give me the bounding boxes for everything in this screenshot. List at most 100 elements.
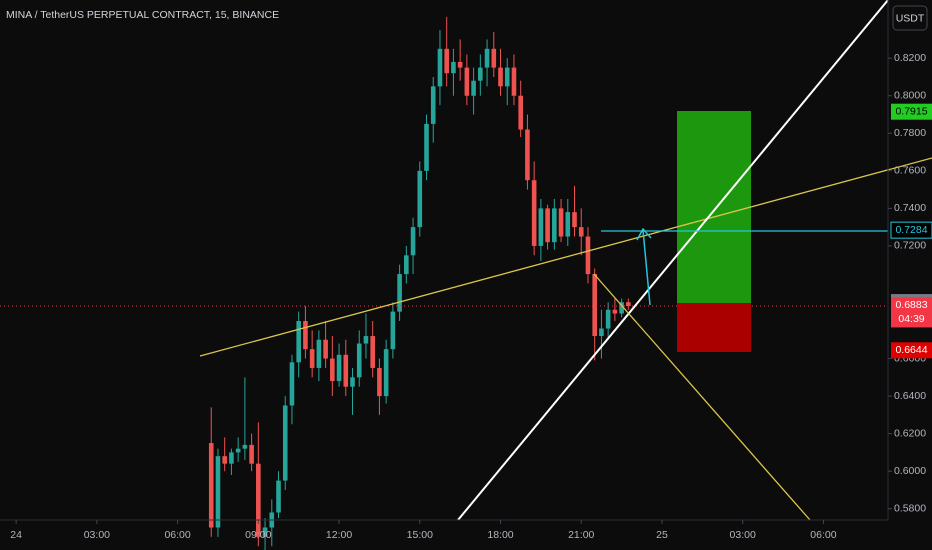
price-label-box — [891, 342, 932, 359]
marks — [0, 16, 888, 550]
candle-body — [370, 336, 375, 368]
candle-body — [383, 349, 389, 397]
candle-body — [363, 336, 369, 344]
countdown: 04:39 — [898, 313, 924, 325]
candle-body — [424, 123, 429, 171]
x-tick-label: 15:00 — [407, 529, 433, 541]
candle-body — [457, 61, 463, 68]
chart-title: MINA / TetherUS PERPETUAL CONTRACT, 15, … — [6, 9, 279, 21]
axes: 0.58000.60000.62000.64000.66000.72000.74… — [10, 52, 932, 541]
trend-line — [199, 157, 932, 357]
candle-body — [572, 212, 577, 228]
candle-body — [558, 208, 564, 237]
price-label-box — [891, 297, 932, 328]
candle-body — [289, 362, 295, 406]
candle-body — [282, 405, 288, 481]
candle-body — [444, 48, 449, 74]
y-tick-label: 0.6000 — [894, 465, 926, 477]
candle-body — [565, 212, 571, 237]
candle-body — [235, 448, 241, 453]
drawings — [199, 0, 932, 521]
candle-body — [578, 227, 584, 237]
y-tick-label: 0.7800 — [894, 127, 926, 139]
x-tick-label: 12:00 — [326, 529, 352, 541]
price-label-box — [891, 103, 932, 120]
candle-body — [626, 302, 631, 306]
candle-body — [605, 309, 611, 329]
y-tick-label: 0.6200 — [894, 427, 926, 439]
candle-body — [262, 527, 268, 537]
candle-body — [242, 444, 248, 449]
candle-body — [336, 354, 342, 382]
trend-line — [593, 273, 811, 521]
candle-body — [430, 86, 436, 124]
x-tick-label: 03:00 — [730, 529, 756, 541]
candle-body — [309, 349, 315, 368]
candle-body — [545, 208, 550, 243]
candle-body — [377, 367, 382, 397]
x-tick-label: 06:00 — [164, 529, 190, 541]
candle-body — [538, 208, 544, 246]
y-tick-label: 0.6400 — [894, 390, 926, 402]
candle-body — [303, 321, 308, 350]
x-tick-label: 21:00 — [568, 529, 594, 541]
candle-body — [410, 227, 416, 256]
trend-line — [457, 0, 889, 521]
y-tick-label: 0.7200 — [894, 240, 926, 252]
candle-body — [504, 67, 510, 87]
candle-body — [276, 480, 281, 513]
candle-body — [404, 255, 409, 275]
price-label: 0.6883 — [895, 299, 927, 311]
candle-body — [484, 48, 490, 68]
currency-button[interactable] — [892, 5, 928, 31]
candle-body — [208, 443, 214, 528]
candle-body — [464, 67, 470, 96]
candle-body — [330, 358, 335, 382]
candle-body — [612, 309, 618, 314]
candle-body — [592, 274, 597, 337]
y-tick-label: 0.7600 — [894, 165, 926, 177]
candle-body — [316, 339, 322, 368]
candle-body — [478, 67, 483, 81]
candle-body — [323, 339, 328, 359]
price-label: 0.6644 — [895, 344, 927, 356]
x-tick-label: 24 — [10, 529, 22, 541]
candle-body — [215, 456, 221, 528]
currency-button-label[interactable]: USDT — [896, 12, 925, 24]
candle-body — [511, 67, 517, 96]
y-tick-label: 0.8000 — [894, 90, 926, 102]
candle-body — [390, 311, 396, 350]
loss-zone — [677, 303, 751, 352]
candle-body — [296, 321, 301, 363]
y-tick-label: 0.8200 — [894, 52, 926, 64]
candle-body — [531, 180, 537, 246]
candle-body — [471, 80, 476, 96]
arrow — [636, 227, 652, 306]
candle-body — [222, 456, 227, 464]
y-tick-label: 0.5800 — [894, 503, 926, 515]
candle-body — [343, 354, 349, 387]
candle-body — [599, 328, 604, 337]
price-label: 0.7915 — [895, 105, 927, 117]
price-label: 0.7284 — [895, 224, 927, 236]
candle-body — [552, 208, 557, 243]
price-label-box — [890, 221, 932, 239]
x-tick-label: 06:00 — [810, 529, 836, 541]
candle-body — [229, 452, 234, 464]
y-tick-label: 0.7400 — [894, 202, 926, 214]
candle-body — [437, 48, 443, 87]
candle-body — [525, 129, 530, 181]
profit-zone — [677, 111, 751, 303]
x-tick-label: 09:00 — [245, 529, 271, 541]
candle-body — [491, 48, 497, 68]
candle-body — [518, 95, 523, 130]
candle-body — [498, 67, 503, 87]
candle-body — [451, 61, 456, 74]
x-tick-label: 03:00 — [84, 529, 110, 541]
candle-body — [417, 170, 423, 228]
candle-body — [249, 444, 254, 464]
candle-body — [256, 463, 261, 537]
candle-body — [397, 274, 402, 312]
